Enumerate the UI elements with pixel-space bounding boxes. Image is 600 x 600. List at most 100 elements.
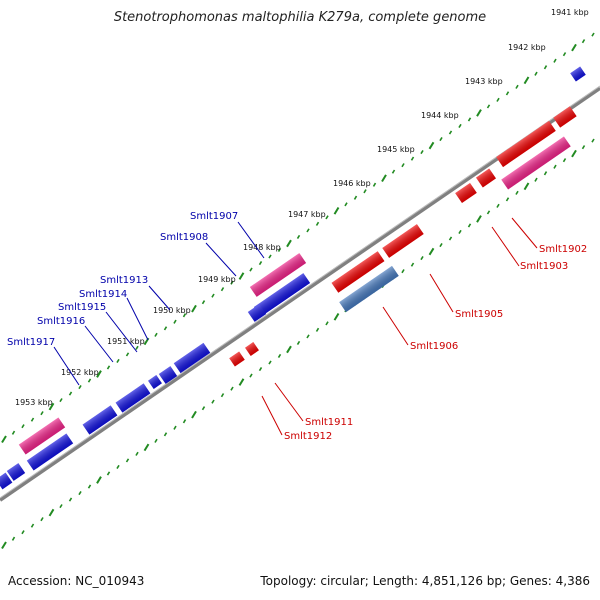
tick-mark [420,149,424,155]
gene-label[interactable]: Smlt1915 [58,302,106,313]
gene-label[interactable]: Smlt1902 [539,244,587,255]
tick-mark [467,117,472,122]
gene-feature[interactable] [245,342,259,356]
leader-line [105,311,138,353]
gene-feature[interactable] [229,351,245,367]
gene-feature[interactable] [496,120,556,168]
gene-label[interactable]: Smlt1907 [190,211,238,222]
leader-line [491,226,520,267]
tick-mark [458,123,462,129]
gene-feature[interactable] [173,342,211,374]
tick-mark [106,365,111,370]
tick-mark [238,272,245,280]
leader-line [511,217,538,249]
tick-mark [562,52,567,57]
gene-feature[interactable] [331,251,385,293]
kbp-label: 1941 kbp [551,8,589,17]
tick-mark [476,215,482,223]
tick-mark [211,399,215,404]
tick-mark [496,203,500,208]
gene-feature[interactable] [339,265,399,313]
gene-label[interactable]: Smlt1908 [160,232,208,243]
tick-mark [40,517,44,522]
forward-strand-genes [0,66,586,490]
gene-feature[interactable] [249,253,307,297]
gene-feature[interactable] [455,182,477,204]
tick-mark [486,210,491,215]
gene-label[interactable]: Smlt1903 [520,261,568,272]
tick-mark [523,182,530,191]
tick-mark [353,195,358,200]
gene-label[interactable]: Smlt1917 [7,337,55,348]
gene-feature[interactable] [253,273,311,317]
tick-mark [78,384,82,390]
label-leaders [53,217,538,436]
tick-mark [391,169,396,174]
tick-mark [333,312,340,321]
leader-line [126,297,149,341]
tick-mark [96,476,102,484]
genome-summary-text: Topology: circular; Length: 4,851,126 bp… [260,574,590,588]
tick-mark [59,504,63,509]
gene-feature[interactable] [82,405,118,435]
gene-feature[interactable] [247,304,267,322]
kbp-label: 1945 kbp [377,145,415,154]
tick-mark [125,458,130,463]
reverse-gene-labels: Smlt1902 Smlt1903 Smlt1905 Smlt1906 Smlt… [284,244,587,442]
tick-mark [116,464,120,470]
gene-feature[interactable] [26,433,74,471]
tick-mark [201,406,206,411]
tick-mark [21,530,25,535]
tick-mark [191,410,197,419]
tick-mark [448,236,453,241]
gene-label[interactable]: Smlt1914 [79,289,127,300]
gene-feature[interactable] [570,66,586,82]
tick-mark [553,164,557,169]
leader-line [382,306,409,346]
gene-feature[interactable] [501,136,571,190]
gene-feature[interactable] [0,472,13,490]
gene-feature[interactable] [553,106,577,128]
tick-mark [125,352,130,357]
kbp-label: 1949 kbp [198,275,236,284]
gene-label[interactable]: Smlt1911 [305,417,353,428]
tick-mark [410,262,415,267]
tick-mark [296,234,301,240]
tick-mark [476,109,482,117]
tick-mark [467,223,472,228]
tick-mark [410,156,415,161]
gene-feature[interactable] [18,417,66,455]
tick-mark [201,300,206,305]
gene-feature[interactable] [148,375,162,389]
tick-mark [344,202,348,207]
tick-mark [106,471,111,476]
gene-label[interactable]: Smlt1906 [410,341,458,352]
tick-mark [562,158,567,163]
gene-feature[interactable] [115,383,151,413]
leader-line [84,325,114,363]
tick-mark [325,215,329,220]
gene-feature[interactable] [382,224,424,258]
gene-feature[interactable] [476,168,496,188]
gene-feature[interactable] [158,366,178,384]
kbp-label: 1948 kbp [243,243,281,252]
kbp-label: 1951 kbp [107,337,145,346]
gene-feature[interactable] [6,463,26,481]
tick-mark [1,541,7,550]
tick-mark [173,319,177,324]
tick-mark [163,432,168,437]
leader-line [261,395,283,436]
tick-mark [230,386,234,391]
tick-mark [40,411,44,416]
gene-label[interactable]: Smlt1905 [455,309,503,320]
gene-label[interactable]: Smlt1913 [100,275,148,286]
gene-label[interactable]: Smlt1912 [284,431,332,442]
kbp-tick-row [1,32,595,444]
tick-mark [333,206,340,215]
tick-mark [591,138,595,143]
tick-mark [296,340,301,346]
tick-mark [191,304,197,313]
kbp-label: 1944 kbp [421,111,459,120]
tick-mark [553,58,557,63]
gene-label[interactable]: Smlt1916 [37,316,85,327]
